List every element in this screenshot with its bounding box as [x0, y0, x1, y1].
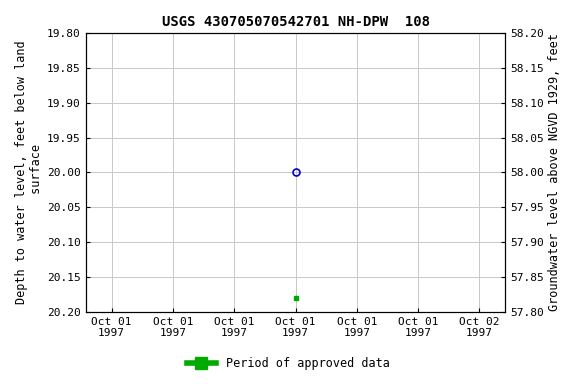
Y-axis label: Groundwater level above NGVD 1929, feet: Groundwater level above NGVD 1929, feet — [548, 33, 561, 311]
Title: USGS 430705070542701 NH-DPW  108: USGS 430705070542701 NH-DPW 108 — [161, 15, 430, 29]
Y-axis label: Depth to water level, feet below land
 surface: Depth to water level, feet below land su… — [15, 41, 43, 304]
Legend: Period of approved data: Period of approved data — [182, 352, 394, 374]
